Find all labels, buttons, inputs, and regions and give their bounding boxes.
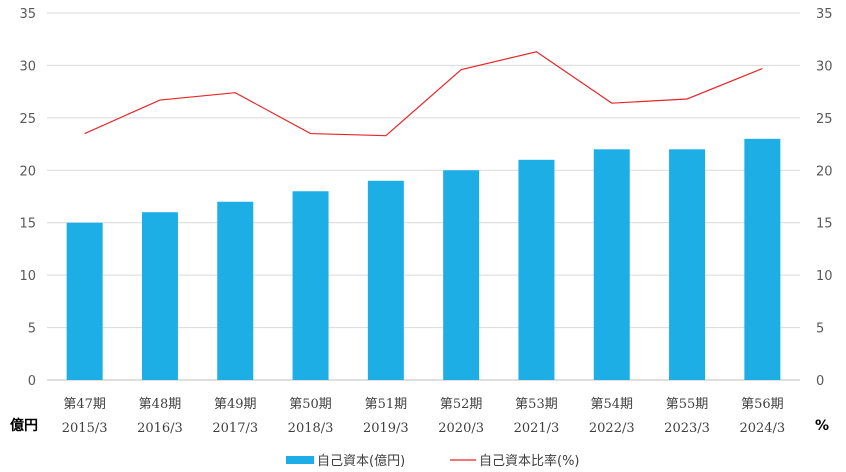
right-tick-label: 5 <box>816 322 824 337</box>
category-period-label: 第54期 <box>590 397 633 412</box>
bar <box>593 149 630 380</box>
left-axis-unit: 億円 <box>10 417 38 434</box>
bar <box>518 159 555 380</box>
bar <box>217 201 254 380</box>
right-tick-label: 15 <box>816 217 833 232</box>
legend-line-label: 自己資本比率(%) <box>479 453 580 469</box>
left-tick-label: 20 <box>19 164 36 179</box>
right-tick-label: 35 <box>816 7 833 22</box>
left-tick-label: 25 <box>19 112 36 127</box>
right-tick-label: 20 <box>816 164 833 179</box>
category-date-label: 2020/3 <box>438 421 484 436</box>
bar <box>744 138 781 380</box>
right-tick-label: 0 <box>816 374 824 389</box>
category-date-label: 2021/3 <box>514 421 560 436</box>
line-series <box>84 51 763 137</box>
ratio-line <box>84 51 763 137</box>
bar <box>66 222 103 380</box>
left-tick-label: 10 <box>19 269 36 284</box>
left-tick-label: 30 <box>19 59 36 74</box>
bar <box>292 191 329 380</box>
category-period-label: 第50期 <box>289 397 332 412</box>
category-date-label: 2015/3 <box>62 421 108 436</box>
left-tick-label: 5 <box>28 322 36 337</box>
category-period-label: 第49期 <box>214 397 257 412</box>
legend-bar-label: 自己資本(億円) <box>317 453 405 469</box>
right-tick-label: 25 <box>816 112 833 127</box>
right-tick-label: 30 <box>816 59 833 74</box>
category-date-label: 2024/3 <box>739 421 785 436</box>
bar-series <box>66 138 781 380</box>
category-period-label: 第52期 <box>440 397 483 412</box>
category-date-label: 2023/3 <box>664 421 710 436</box>
bar <box>669 149 706 380</box>
category-period-label: 第56期 <box>741 397 784 412</box>
bar <box>141 212 178 380</box>
category-date-label: 2022/3 <box>589 421 635 436</box>
category-labels: 第47期 2015/3 第48期 2016/3 第49期 2017/3 第50期 2018/3… <box>62 397 785 436</box>
right-axis-unit: % <box>815 418 829 434</box>
right-axis-ticks: 0 5 10 15 20 25 30 35 <box>816 7 833 389</box>
left-tick-label: 15 <box>19 217 36 232</box>
category-period-label: 第55期 <box>666 397 709 412</box>
bar <box>367 180 404 380</box>
category-date-label: 2016/3 <box>137 421 183 436</box>
left-axis-ticks: 0 5 10 15 20 25 30 35 <box>19 7 36 389</box>
legend: 自己資本(億円) 自己資本比率(%) <box>286 453 580 469</box>
category-date-label: 2019/3 <box>363 421 409 436</box>
left-tick-label: 0 <box>28 374 36 389</box>
left-tick-label: 35 <box>19 7 36 22</box>
right-tick-label: 10 <box>816 269 833 284</box>
category-period-label: 第53期 <box>515 397 558 412</box>
legend-bar-swatch <box>286 456 314 464</box>
category-period-label: 第51期 <box>365 397 408 412</box>
category-period-label: 第47期 <box>63 397 106 412</box>
category-date-label: 2018/3 <box>288 421 334 436</box>
category-period-label: 第48期 <box>139 397 182 412</box>
bar <box>443 170 480 380</box>
category-date-label: 2017/3 <box>212 421 258 436</box>
